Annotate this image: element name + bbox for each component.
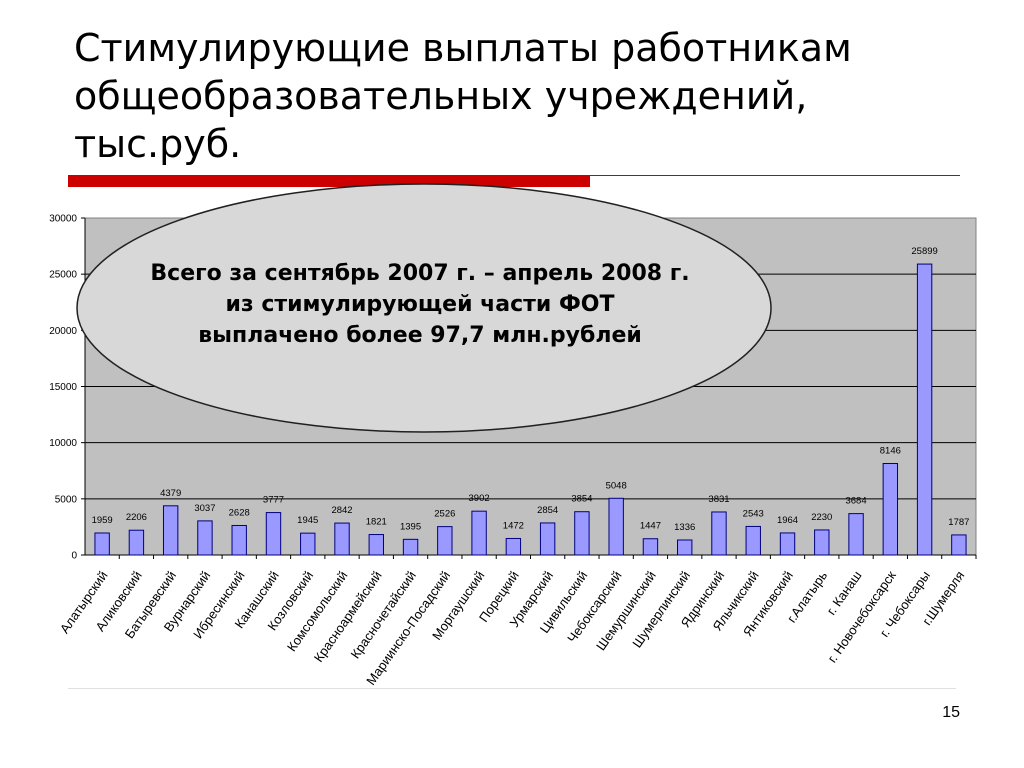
bar — [882, 462, 899, 556]
bar — [711, 511, 727, 556]
data-label: 3684 — [845, 496, 866, 507]
bar — [334, 522, 350, 556]
data-label: 2628 — [229, 507, 250, 518]
data-label: 3037 — [194, 503, 215, 514]
data-label: 3777 — [263, 495, 284, 506]
data-label: 1821 — [366, 517, 387, 528]
bar — [642, 538, 659, 556]
title-line: общеобразовательных учреждений, — [74, 74, 808, 118]
bar — [539, 522, 556, 556]
data-label: 2206 — [126, 512, 147, 523]
title-line: тыс.руб. — [74, 122, 242, 166]
callout-line: выплачено более 97,7 млн.рублей — [198, 323, 642, 348]
bar — [471, 510, 487, 556]
data-label: 8146 — [880, 445, 901, 456]
data-label: 1336 — [674, 522, 695, 533]
data-label: 1395 — [400, 521, 421, 532]
bar — [197, 520, 213, 556]
bar — [265, 512, 282, 556]
callout-text: Всего за сентябрь 2007 г. – апрель 2008 … — [80, 258, 760, 351]
data-label: 3902 — [469, 493, 490, 504]
y-tick-label: 5000 — [55, 494, 78, 505]
callout-line: из стимулирующей части ФОТ — [225, 292, 615, 317]
data-label: 3831 — [708, 494, 729, 505]
data-label: 2526 — [434, 509, 455, 520]
slide-title: Стимулирующие выплаты работникам общеобр… — [74, 24, 974, 168]
bar — [677, 539, 693, 556]
y-tick-label: 30000 — [49, 214, 77, 225]
data-label: 1472 — [503, 520, 524, 531]
bar — [128, 529, 145, 556]
bar — [916, 263, 933, 556]
callout-ellipse — [76, 183, 772, 433]
data-label: 5048 — [606, 480, 627, 491]
data-label: 1447 — [640, 521, 661, 532]
bar — [814, 529, 830, 556]
data-label: 2854 — [537, 505, 558, 516]
y-tick-label: 15000 — [49, 382, 77, 393]
bar — [574, 511, 590, 556]
bar — [779, 532, 796, 556]
bar — [300, 532, 316, 556]
bar — [437, 526, 453, 556]
bar — [951, 534, 967, 556]
data-label: 2842 — [331, 505, 352, 516]
callout-line: Всего за сентябрь 2007 г. – апрель 2008 … — [150, 261, 690, 286]
data-label: 4379 — [160, 488, 181, 499]
data-label: 1964 — [777, 515, 798, 526]
data-label: 1959 — [92, 515, 113, 526]
title-line: Стимулирующие выплаты работникам — [74, 26, 852, 70]
bar — [745, 525, 761, 556]
bar — [162, 505, 179, 556]
data-label: 2230 — [811, 512, 832, 523]
bar — [848, 513, 864, 556]
bar — [368, 534, 384, 556]
page-number: 15 — [942, 704, 960, 721]
data-label: 2543 — [743, 508, 764, 519]
bar — [94, 532, 110, 556]
y-tick-label: 25000 — [49, 270, 77, 281]
data-label: 25899 — [911, 246, 937, 257]
bar — [505, 537, 522, 556]
title-accent-line — [590, 175, 960, 176]
bar — [608, 497, 624, 556]
bar — [402, 538, 419, 556]
bar — [231, 524, 247, 556]
footer-divider — [68, 688, 956, 689]
data-label: 1945 — [297, 515, 318, 526]
y-tick-label: 20000 — [49, 326, 77, 337]
y-tick-label: 0 — [71, 551, 77, 562]
y-tick-label: 10000 — [49, 438, 77, 449]
data-label: 1787 — [948, 517, 969, 528]
data-label: 3854 — [571, 494, 592, 505]
